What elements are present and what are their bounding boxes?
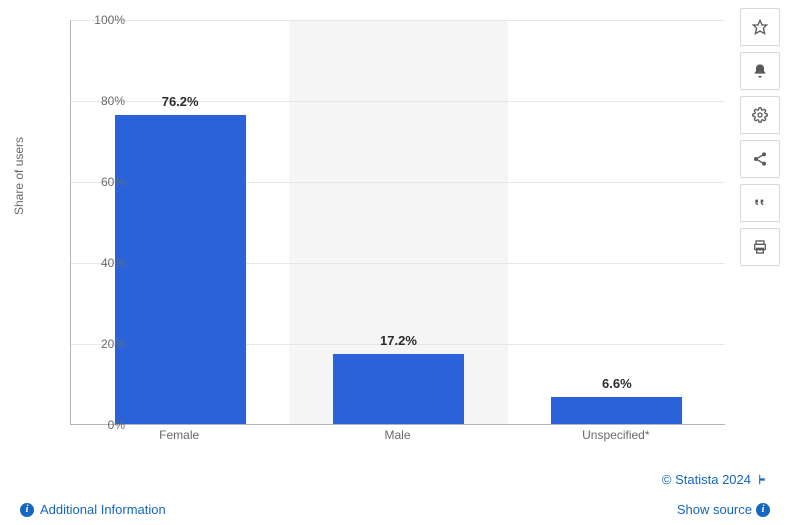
y-axis-label: Share of users [12, 137, 26, 215]
info-icon: i [20, 503, 34, 517]
gridline [71, 20, 725, 21]
toolbar [740, 8, 780, 266]
plot-area: 76.2%17.2%6.6% [70, 20, 725, 425]
y-tick-label: 80% [85, 94, 125, 108]
y-tick-label: 100% [85, 13, 125, 27]
bar-value-label: 17.2% [289, 333, 507, 348]
footer: © Statista 2024 Show source i i Addition… [20, 472, 770, 517]
show-source-link[interactable]: Show source i [677, 502, 770, 517]
show-source-text: Show source [677, 502, 752, 517]
gear-icon [752, 107, 768, 123]
flag-icon [757, 473, 770, 486]
info-icon: i [756, 503, 770, 517]
print-icon [752, 239, 768, 255]
notify-button[interactable] [740, 52, 780, 90]
star-icon [752, 19, 768, 35]
copyright[interactable]: © Statista 2024 [662, 472, 770, 487]
additional-info-text: Additional Information [40, 502, 166, 517]
x-tick-label: Male [384, 428, 410, 442]
additional-info-link[interactable]: i Additional Information [20, 502, 166, 517]
y-tick-label: 60% [85, 175, 125, 189]
x-tick-label: Unspecified* [582, 428, 649, 442]
y-tick-label: 20% [85, 337, 125, 351]
bar[interactable] [333, 354, 464, 424]
share-button[interactable] [740, 140, 780, 178]
bar[interactable] [551, 397, 682, 424]
bar-value-label: 6.6% [508, 376, 726, 391]
print-button[interactable] [740, 228, 780, 266]
share-icon [752, 151, 768, 167]
y-tick-label: 0% [85, 418, 125, 432]
y-tick-label: 40% [85, 256, 125, 270]
x-tick-label: Female [159, 428, 199, 442]
settings-button[interactable] [740, 96, 780, 134]
bar[interactable] [115, 115, 246, 424]
cite-button[interactable] [740, 184, 780, 222]
bell-icon [752, 63, 768, 79]
quote-icon [752, 195, 768, 211]
copyright-text: © Statista 2024 [662, 472, 751, 487]
chart-container: Share of users 76.2%17.2%6.6% 0%20%40%60… [20, 10, 735, 465]
favorite-button[interactable] [740, 8, 780, 46]
